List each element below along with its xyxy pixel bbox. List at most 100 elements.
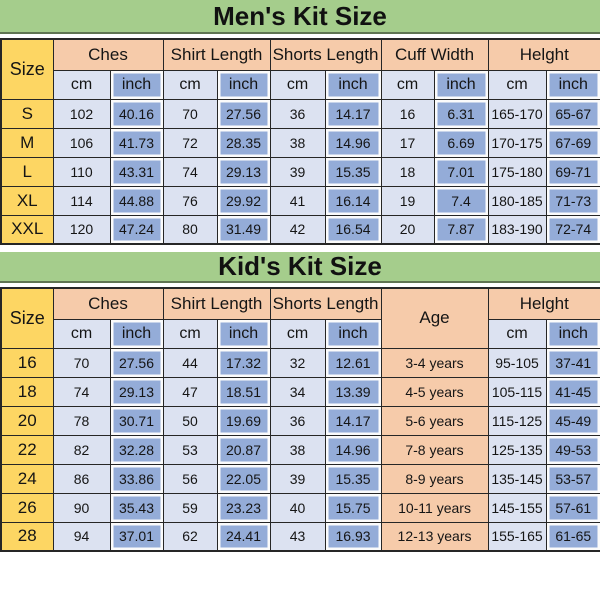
value-cell: 80 — [162, 214, 218, 245]
unit-cm-header: cm — [269, 318, 326, 349]
value-cell: 78 — [52, 405, 111, 436]
value-cell: 86 — [52, 463, 111, 494]
value-cell: 110 — [52, 156, 111, 187]
table-row: S 102 40.16 70 27.56 36 14.17 16 6.31 16… — [0, 98, 600, 129]
value-cell: 14.17 — [324, 405, 382, 436]
unit-inch-header: inch — [433, 69, 489, 100]
kids-header-groups-row: Size Ches Shirt Length Shorts Length Age… — [0, 287, 600, 349]
age-cell: 4-5 years — [380, 376, 489, 407]
value-cell: 22.05 — [216, 463, 271, 494]
mens-height-header: Helght — [487, 38, 600, 71]
age-cell: 5-6 years — [380, 405, 489, 436]
value-cell: 38 — [269, 434, 326, 465]
table-row: 24 86 33.86 56 22.05 39 15.35 8-9 years … — [0, 463, 600, 494]
value-cell: 125-135 — [487, 434, 547, 465]
mens-header-groups-row: Size Ches Shirt Length Shorts Length Cuf… — [0, 38, 600, 100]
value-cell: 170-175 — [487, 127, 547, 158]
value-cell: 27.56 — [216, 98, 271, 129]
value-cell: 135-145 — [487, 463, 547, 494]
value-cell: 43.31 — [109, 156, 164, 187]
size-cell: XXL — [0, 214, 54, 245]
value-cell: 145-155 — [487, 492, 547, 523]
value-cell: 44.88 — [109, 185, 164, 216]
size-cell: 24 — [0, 463, 54, 494]
value-cell: 29.13 — [216, 156, 271, 187]
value-cell: 69-71 — [545, 156, 600, 187]
value-cell: 56 — [162, 463, 218, 494]
unit-cm-header: cm — [52, 69, 111, 100]
value-cell: 41 — [269, 185, 326, 216]
value-cell: 155-165 — [487, 521, 547, 552]
table-row: M 106 41.73 72 28.35 38 14.96 17 6.69 17… — [0, 127, 600, 158]
value-cell: 12.61 — [324, 347, 382, 378]
value-cell: 14.96 — [324, 127, 382, 158]
value-cell: 53 — [162, 434, 218, 465]
size-cell: S — [0, 98, 54, 129]
value-cell: 45-49 — [545, 405, 600, 436]
value-cell: 15.75 — [324, 492, 382, 523]
kids-age-header: Age — [380, 287, 489, 349]
unit-cm-header: cm — [487, 318, 547, 349]
value-cell: 47 — [162, 376, 218, 407]
mens-section-title: Men's Kit Size — [0, 0, 600, 34]
value-cell: 37-41 — [545, 347, 600, 378]
value-cell: 32.28 — [109, 434, 164, 465]
mens-cuff-width-header: Cuff Width — [380, 38, 489, 71]
value-cell: 14.96 — [324, 434, 382, 465]
value-cell: 30.71 — [109, 405, 164, 436]
mens-shirt-length-header: Shirt Length — [162, 38, 271, 71]
value-cell: 72 — [162, 127, 218, 158]
value-cell: 18 — [380, 156, 435, 187]
unit-inch-header: inch — [545, 69, 600, 100]
size-cell: 22 — [0, 434, 54, 465]
unit-inch-header: inch — [324, 69, 382, 100]
value-cell: 16 — [380, 98, 435, 129]
value-cell: 67-69 — [545, 127, 600, 158]
value-cell: 38 — [269, 127, 326, 158]
unit-cm-header: cm — [269, 69, 326, 100]
size-cell: XL — [0, 185, 54, 216]
unit-cm-header: cm — [162, 318, 218, 349]
value-cell: 32 — [269, 347, 326, 378]
table-row: 20 78 30.71 50 19.69 36 14.17 5-6 years … — [0, 405, 600, 436]
value-cell: 183-190 — [487, 214, 547, 245]
value-cell: 13.39 — [324, 376, 382, 407]
mens-table-header: Size Ches Shirt Length Shorts Length Cuf… — [0, 38, 600, 100]
value-cell: 74 — [52, 376, 111, 407]
value-cell: 105-115 — [487, 376, 547, 407]
unit-inch-header: inch — [109, 69, 164, 100]
age-cell: 8-9 years — [380, 463, 489, 494]
value-cell: 35.43 — [109, 492, 164, 523]
value-cell: 50 — [162, 405, 218, 436]
value-cell: 175-180 — [487, 156, 547, 187]
table-row: L 110 43.31 74 29.13 39 15.35 18 7.01 17… — [0, 156, 600, 187]
mens-size-table: Size Ches Shirt Length Shorts Length Cuf… — [0, 38, 600, 245]
value-cell: 115-125 — [487, 405, 547, 436]
value-cell: 62 — [162, 521, 218, 552]
value-cell: 59 — [162, 492, 218, 523]
value-cell: 24.41 — [216, 521, 271, 552]
value-cell: 70 — [52, 347, 111, 378]
value-cell: 180-185 — [487, 185, 547, 216]
value-cell: 120 — [52, 214, 111, 245]
value-cell: 15.35 — [324, 463, 382, 494]
value-cell: 114 — [52, 185, 111, 216]
size-cell: 26 — [0, 492, 54, 523]
table-row: 22 82 32.28 53 20.87 38 14.96 7-8 years … — [0, 434, 600, 465]
value-cell: 39 — [269, 463, 326, 494]
table-row: XXL 120 47.24 80 31.49 42 16.54 20 7.87 … — [0, 214, 600, 245]
kids-height-header: Helght — [487, 287, 600, 320]
value-cell: 57-61 — [545, 492, 600, 523]
value-cell: 40.16 — [109, 98, 164, 129]
value-cell: 74 — [162, 156, 218, 187]
value-cell: 7.01 — [433, 156, 489, 187]
unit-inch-header: inch — [109, 318, 164, 349]
kids-header-units-row: cm inch cm inch cm inch cm inch — [1, 318, 600, 349]
value-cell: 53-57 — [545, 463, 600, 494]
unit-inch-header: inch — [216, 318, 271, 349]
unit-inch-header: inch — [324, 318, 382, 349]
value-cell: 14.17 — [324, 98, 382, 129]
value-cell: 19 — [380, 185, 435, 216]
value-cell: 82 — [52, 434, 111, 465]
value-cell: 42 — [269, 214, 326, 245]
